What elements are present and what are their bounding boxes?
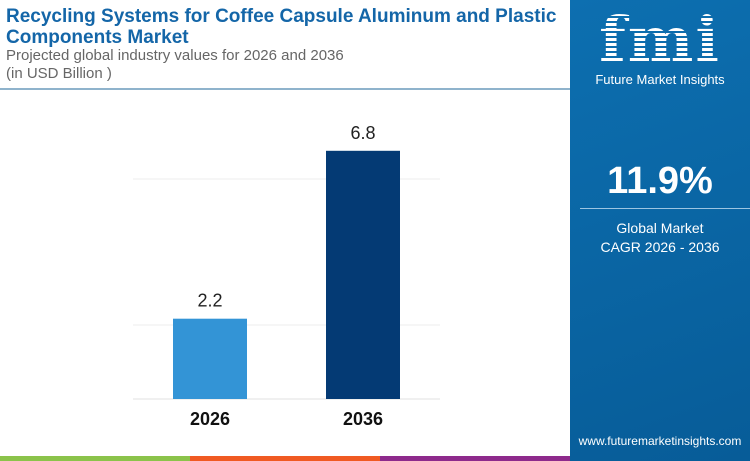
brand-name: Future Market Insights bbox=[595, 72, 725, 87]
color-strip-orange bbox=[190, 456, 380, 461]
x-tick-label: 2026 bbox=[190, 409, 230, 429]
x-tick-label: 2036 bbox=[343, 409, 383, 429]
website-link[interactable]: www.futuremarketinsights.com bbox=[578, 434, 742, 448]
fmi-logo: fmi Future Market Insights bbox=[570, 8, 750, 88]
divider bbox=[0, 88, 570, 90]
color-strip-green bbox=[0, 456, 190, 461]
chart-title: Recycling Systems for Coffee Capsule Alu… bbox=[6, 6, 557, 48]
cagr-label-line1: Global Market bbox=[616, 220, 704, 236]
logo-mark: fmi bbox=[570, 8, 750, 72]
data-label: 6.8 bbox=[350, 123, 375, 143]
color-strip-purple bbox=[380, 456, 570, 461]
cagr-value: 11.9% bbox=[607, 160, 713, 202]
subtitle-line1: Projected global industry values for 202… bbox=[6, 47, 344, 64]
cagr-divider bbox=[580, 208, 750, 209]
subtitle-line2: (in USD Billion ) bbox=[6, 65, 112, 82]
chart-subtitle: Projected global industry values for 202… bbox=[6, 47, 344, 83]
side-panel: fmi Future Market Insights 11.9% Global … bbox=[570, 0, 750, 461]
bar-chart: 2.2 2026 6.8 2036 bbox=[133, 123, 440, 429]
cagr-label: Global Market CAGR 2026 - 2036 bbox=[570, 219, 750, 257]
cagr-label-line2: CAGR 2026 - 2036 bbox=[600, 239, 720, 255]
data-label: 2.2 bbox=[197, 291, 222, 311]
bar-2036 bbox=[326, 150, 400, 399]
bar-2026 bbox=[173, 318, 247, 399]
